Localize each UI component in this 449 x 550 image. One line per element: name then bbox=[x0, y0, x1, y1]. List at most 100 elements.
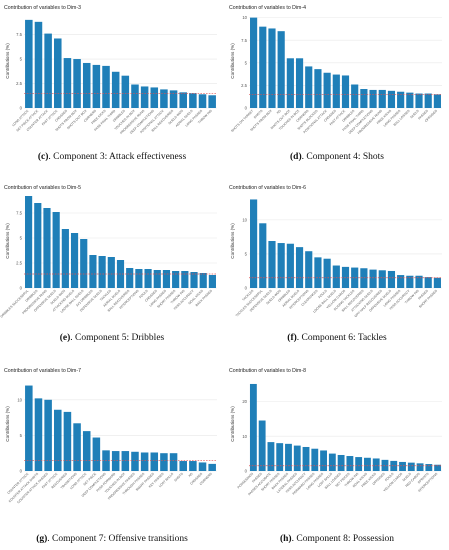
bar bbox=[387, 90, 396, 108]
bar bbox=[433, 94, 441, 108]
bar bbox=[328, 453, 336, 471]
y-tick-label: 5 bbox=[20, 433, 23, 438]
x-tick-label: DUELS bbox=[402, 472, 412, 482]
bar bbox=[293, 445, 301, 471]
y-axis-label: Contributions (%) bbox=[230, 406, 235, 442]
bar bbox=[286, 58, 294, 108]
bar bbox=[268, 241, 276, 288]
bar bbox=[34, 21, 43, 108]
y-axis-label: Contributions (%) bbox=[5, 406, 10, 442]
chart-title: Contribution of variables to Dim-4 bbox=[229, 5, 306, 11]
bar bbox=[92, 64, 101, 108]
bar bbox=[44, 399, 52, 471]
bar bbox=[302, 446, 310, 471]
bar bbox=[378, 270, 386, 288]
bar bbox=[73, 423, 81, 471]
y-tick-label: 5 bbox=[20, 57, 23, 62]
x-tick-label: XG bbox=[276, 109, 282, 115]
y-axis-label: Contributions (%) bbox=[230, 43, 235, 79]
bar bbox=[250, 199, 258, 288]
chart-title: Contribution of variables to Dim-8 bbox=[229, 368, 306, 374]
chart-dim6: Contribution of variables to Dim-6 0 5 10 Co… bbox=[229, 185, 442, 318]
chart-title: Contribution of variables to Dim-3 bbox=[4, 5, 81, 11]
caption-e: (e). Component 5: Dribbles bbox=[59, 333, 165, 343]
y-tick-label: 10 bbox=[242, 15, 247, 20]
bar bbox=[135, 269, 143, 288]
caption-d: (d). Component 4: Shots bbox=[290, 152, 384, 162]
chart-dim3: Contribution of variables to Dim-3 0 2.5 5 7… bbox=[4, 5, 217, 135]
bar bbox=[63, 58, 72, 108]
bar bbox=[198, 94, 207, 108]
bar bbox=[434, 464, 442, 471]
bar bbox=[54, 38, 62, 108]
bar bbox=[107, 257, 115, 288]
bar bbox=[190, 272, 198, 288]
bar bbox=[399, 461, 406, 471]
bar bbox=[169, 90, 178, 108]
bar bbox=[332, 74, 340, 108]
bar bbox=[355, 457, 363, 471]
bar bbox=[351, 84, 359, 108]
bar bbox=[181, 271, 189, 288]
y-tick-label: 0 bbox=[20, 106, 23, 111]
bar bbox=[98, 256, 106, 288]
bar bbox=[305, 251, 313, 288]
bar bbox=[82, 62, 91, 108]
bar bbox=[111, 451, 120, 471]
bar bbox=[150, 87, 159, 108]
bar bbox=[323, 72, 331, 108]
bar bbox=[314, 257, 322, 288]
x-tick-label: DUELS bbox=[409, 109, 419, 119]
bar bbox=[121, 451, 130, 471]
y-tick-label: 0 bbox=[20, 469, 23, 474]
bar bbox=[63, 411, 72, 471]
x-tick-label: PASSES bbox=[417, 109, 429, 121]
chart-panel-dim5: Contribution of variables to Dim-5 0 2.5 5 7… bbox=[0, 180, 224, 330]
bar bbox=[277, 243, 285, 288]
y-tick-label: 0 bbox=[20, 286, 23, 291]
y-tick-label: 7.5 bbox=[241, 38, 247, 43]
bar bbox=[268, 28, 276, 108]
bar bbox=[250, 17, 258, 108]
bar bbox=[160, 453, 168, 471]
y-tick-label: 5 bbox=[245, 60, 248, 65]
bar bbox=[259, 223, 267, 288]
y-tick-label: 7.5 bbox=[16, 211, 22, 216]
chart-title: Contribution of variables to Dim-7 bbox=[4, 368, 81, 374]
bar bbox=[25, 19, 33, 108]
bar bbox=[346, 456, 354, 471]
bar bbox=[259, 26, 267, 108]
y-tick-label: 20 bbox=[242, 399, 247, 404]
bar bbox=[249, 383, 257, 471]
chart-panel-dim4: Contribution of variables to Dim-4 0 2.5 5 7… bbox=[225, 0, 449, 150]
bar bbox=[360, 89, 368, 108]
bar bbox=[189, 461, 197, 471]
bar bbox=[102, 450, 110, 471]
bar bbox=[140, 452, 149, 471]
bar bbox=[208, 275, 216, 288]
bar bbox=[372, 458, 380, 471]
x-tick-label: FOULS bbox=[384, 472, 394, 482]
bar bbox=[189, 93, 197, 108]
y-tick-label: 7.5 bbox=[16, 32, 22, 37]
bar bbox=[276, 443, 284, 471]
bar bbox=[82, 431, 91, 471]
caption-g: (g). Component 7: Offensive transitions bbox=[36, 534, 188, 544]
bar bbox=[34, 398, 43, 471]
bar bbox=[351, 267, 359, 288]
bar bbox=[162, 270, 171, 288]
bar bbox=[70, 233, 79, 288]
bar bbox=[89, 255, 97, 288]
bar bbox=[286, 243, 294, 288]
bar bbox=[295, 58, 304, 108]
chart-dim7: Contribution of variables to Dim-7 0 5 10 Co… bbox=[4, 368, 217, 504]
bar bbox=[258, 420, 266, 471]
y-tick-label: 10 bbox=[242, 217, 247, 222]
bar bbox=[311, 448, 319, 471]
bar bbox=[425, 464, 433, 471]
caption-f: (f). Component 6: Tackles bbox=[287, 333, 387, 343]
y-axis-label: Contributions (%) bbox=[5, 223, 10, 259]
bar bbox=[208, 463, 216, 471]
bar bbox=[415, 93, 423, 108]
bar bbox=[80, 239, 88, 288]
